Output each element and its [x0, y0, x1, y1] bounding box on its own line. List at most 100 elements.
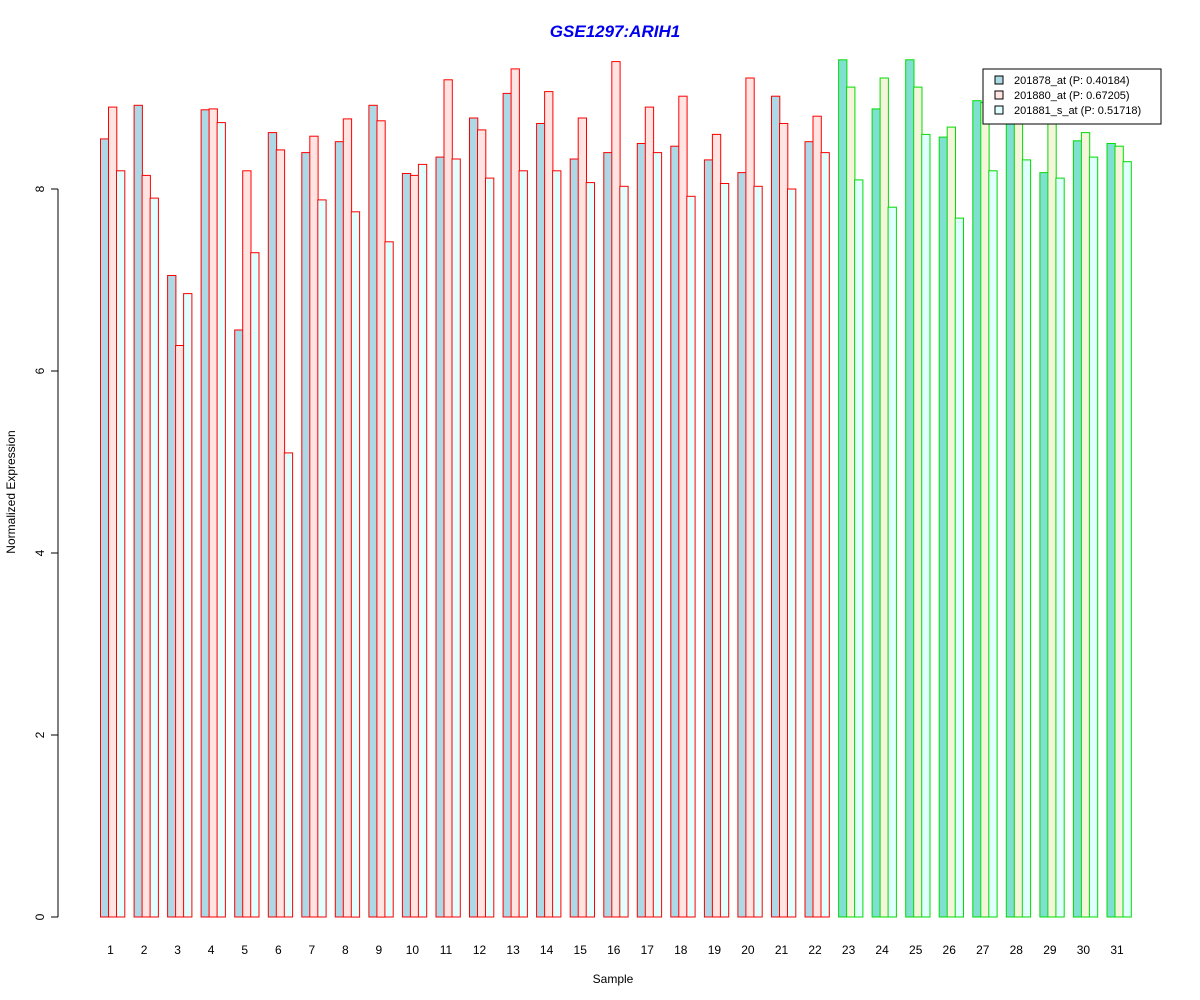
x-tick-label: 6 [275, 943, 282, 957]
bar [116, 170, 126, 918]
bar [753, 185, 763, 918]
x-axis-label: Sample [593, 972, 634, 986]
bar [544, 91, 554, 918]
bar [477, 129, 487, 918]
bar [820, 152, 830, 918]
bar [502, 92, 512, 918]
bar [745, 77, 755, 918]
x-tick-label: 30 [1077, 943, 1091, 957]
x-tick-label: 17 [641, 943, 655, 957]
bar [368, 104, 378, 918]
bar [334, 141, 345, 918]
x-tick-label: 28 [1010, 943, 1024, 957]
x-tick-label: 14 [540, 943, 554, 957]
bar [737, 172, 747, 918]
bar [536, 123, 546, 918]
bar [1088, 156, 1099, 918]
bar [636, 143, 647, 918]
bar [342, 118, 353, 918]
x-tick-label: 29 [1043, 943, 1057, 957]
chart-title: GSE1297:ARIH1 [550, 22, 680, 41]
bar [771, 95, 781, 918]
bar [275, 149, 286, 918]
bar [376, 120, 386, 918]
legend-entry: 201881_s_at (P: 0.51718) [1014, 105, 1141, 117]
bar [309, 135, 319, 918]
x-tick-label: 2 [141, 943, 148, 957]
x-tick-label: 13 [506, 943, 520, 957]
x-tick-label: 16 [607, 943, 621, 957]
bar [611, 61, 621, 918]
bar [569, 158, 580, 918]
x-tick-label: 1 [107, 943, 114, 957]
bar [887, 206, 897, 918]
bar [938, 136, 949, 918]
bar [838, 59, 848, 918]
x-tick-label: 10 [406, 943, 420, 957]
bar [779, 123, 789, 918]
bar [954, 217, 965, 918]
bar [879, 77, 889, 918]
x-tick-labels: 1 2 3 4 5 6 7 8 9 10 11 12 13 14 15 16 17 18 19 20 21 22 23 24 2… [107, 943, 1124, 957]
bars [100, 59, 1132, 918]
bar [913, 86, 923, 918]
y-tick-label: 8 [33, 185, 47, 192]
x-tick-label: 18 [674, 943, 688, 957]
legend: 201878_at (P: 0.40184) 201880_at (P: 0.67… [982, 68, 1162, 125]
bar [1013, 111, 1024, 918]
bar [141, 174, 151, 918]
bar [443, 79, 453, 918]
x-tick-label: 7 [308, 943, 315, 957]
legend-box [982, 68, 1162, 125]
x-tick-label: 27 [976, 943, 990, 957]
bar [871, 108, 881, 918]
bar [921, 133, 931, 918]
bar [250, 252, 260, 918]
bar [585, 182, 596, 918]
bar [670, 145, 680, 918]
bar [1122, 161, 1132, 918]
bar [577, 117, 588, 918]
x-tick-label: 9 [376, 943, 383, 957]
bar [946, 126, 957, 918]
x-tick-label: 8 [342, 943, 349, 957]
bar [100, 138, 110, 918]
bar [175, 345, 185, 918]
bar [409, 174, 420, 918]
bar [417, 163, 428, 918]
bar [1005, 115, 1016, 918]
bar [1047, 117, 1057, 918]
x-tick-label: 19 [708, 943, 722, 957]
bar [167, 275, 177, 918]
bar [317, 199, 327, 918]
bar [619, 185, 629, 918]
x-tick-label: 21 [775, 943, 789, 957]
bar [283, 452, 294, 918]
bar [703, 159, 714, 918]
bar [1106, 143, 1116, 918]
legend-swatch [994, 75, 1004, 85]
bar [234, 329, 244, 918]
legend-swatch [994, 90, 1004, 100]
bar [108, 106, 118, 918]
bar [812, 115, 822, 918]
bar [719, 183, 730, 918]
bar [905, 59, 915, 918]
bar [401, 173, 412, 918]
x-tick-label: 31 [1110, 943, 1124, 957]
bar [1114, 145, 1124, 918]
bar [686, 195, 696, 918]
bar [149, 197, 159, 918]
x-tick-label: 15 [574, 943, 588, 957]
y-tick-label: 2 [33, 731, 47, 738]
x-tick-label: 25 [909, 943, 923, 957]
bar [350, 211, 361, 918]
bar [216, 122, 226, 918]
x-tick-label: 22 [808, 943, 822, 957]
x-tick-label: 24 [875, 943, 889, 957]
bar [242, 170, 252, 918]
bar [1055, 177, 1065, 918]
legend-entry: 201880_at (P: 0.67205) [1014, 90, 1130, 102]
bar [552, 170, 562, 918]
